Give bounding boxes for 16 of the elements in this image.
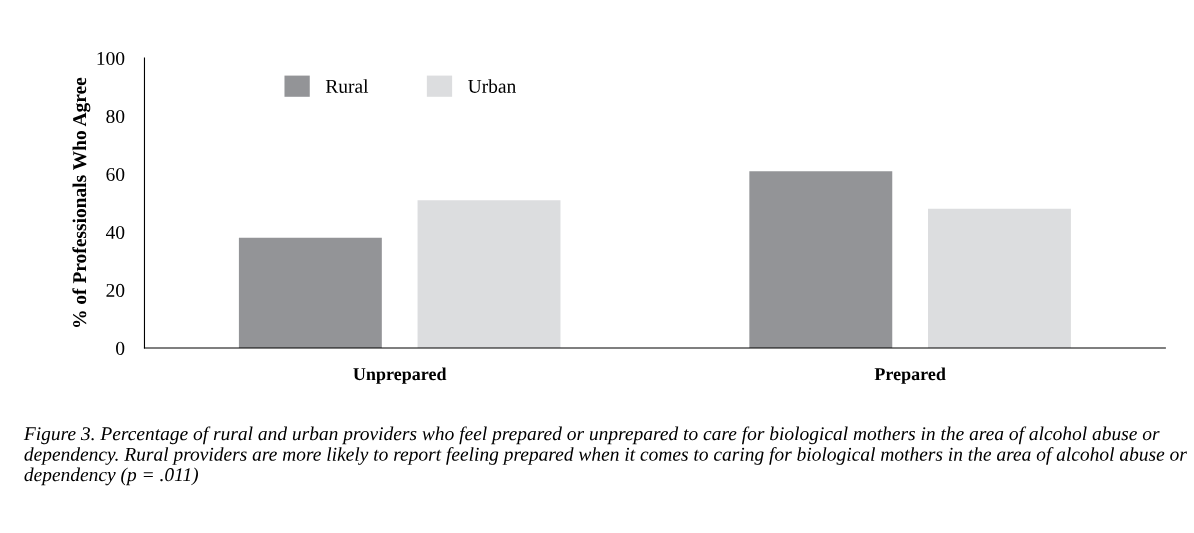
y-tick-label: 20 [106, 283, 125, 297]
bar [417, 200, 561, 349]
bar [927, 208, 1071, 349]
caption: Figure 3. Percentage of rural and urban providers who feel prepared or unprepared to care for biological mothers in the area of alcohol abuse or dependency. Rural providers are more likely to report feeling prepared when it comes to caring for biological mothers in the area of alcohol abuse or dependency (p = .011) [23, 426, 1187, 486]
legend-label: Rural [325, 79, 369, 93]
bar [238, 237, 382, 349]
y-tick-label: 80 [106, 109, 125, 124]
y-tick-label: 60 [106, 167, 125, 182]
x-tick-label: Prepared [874, 367, 946, 384]
y-tick-label: 100 [97, 51, 125, 66]
bar [749, 171, 893, 349]
x-tick-label: Unprepared [353, 367, 447, 384]
y-tick-label: 0 [116, 341, 125, 355]
y-axis-title: % of Professionals Who Agree [72, 77, 91, 327]
y-tick-label: 40 [105, 225, 125, 240]
legend-label: Urban [468, 79, 516, 93]
